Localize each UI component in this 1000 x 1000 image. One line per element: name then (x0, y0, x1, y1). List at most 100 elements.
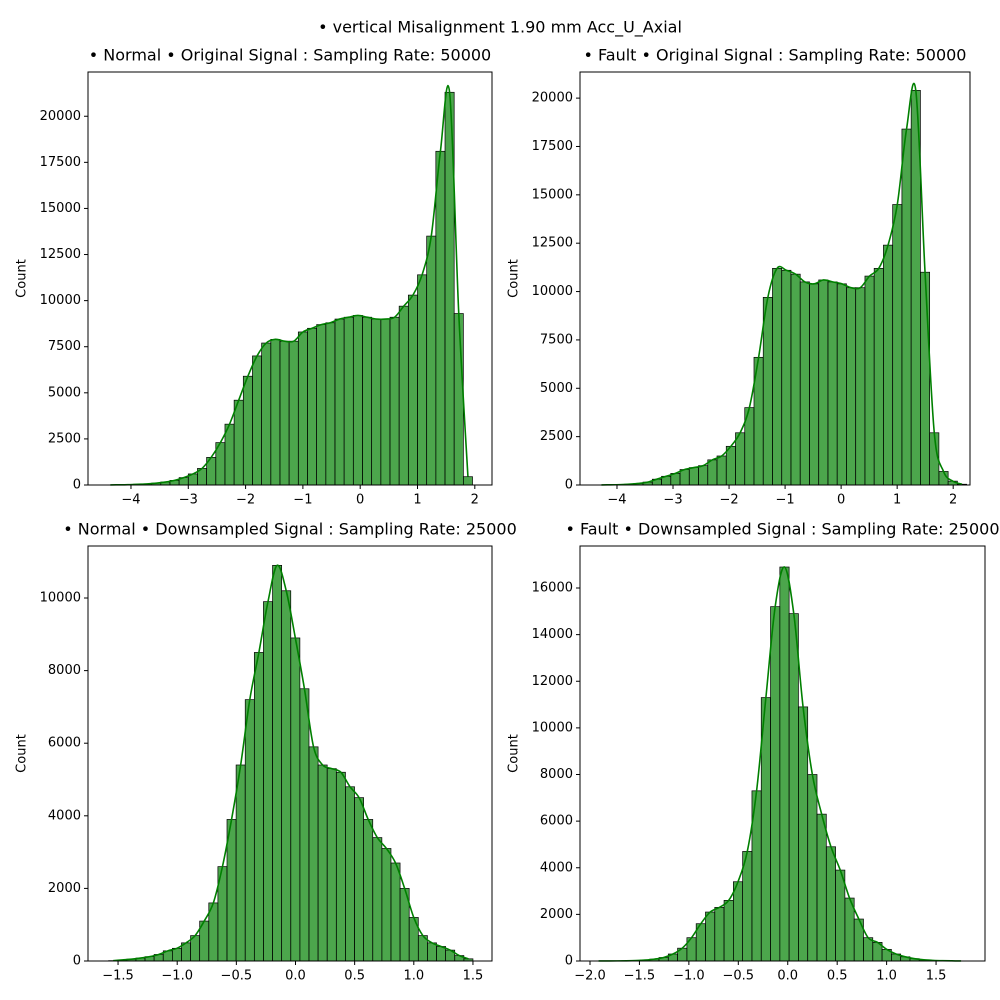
bar (772, 267, 783, 486)
bar (407, 294, 418, 486)
y-tick-label: 8000 (48, 663, 81, 678)
x-tick-label: −1.0 (673, 969, 705, 984)
kde-line (113, 564, 469, 962)
bar (770, 606, 781, 962)
bar (827, 281, 838, 486)
y-tick-label: 2000 (48, 881, 81, 896)
bar (873, 267, 884, 486)
bar (855, 287, 866, 486)
x-tick-label: −4 (121, 493, 140, 508)
bar (372, 837, 383, 962)
y-tick-label: 10000 (532, 284, 573, 299)
y-axis-label: Count (15, 259, 30, 298)
y-tick-label: 2500 (540, 429, 573, 444)
bar (825, 846, 836, 962)
subplot: • Fault • Downsampled Signal : Sampling … (507, 520, 1000, 984)
y-tick-label: 4000 (540, 860, 573, 875)
x-tick-label: 0 (356, 493, 364, 508)
x-tick-label: −0.5 (221, 969, 253, 984)
bar (781, 269, 792, 486)
y-tick-label: 17500 (532, 139, 573, 154)
x-tick-label: 1.0 (403, 969, 424, 984)
bar (235, 764, 246, 962)
bar (224, 423, 235, 486)
x-tick-label: −1.0 (161, 969, 193, 984)
bar (417, 274, 428, 486)
x-tick-label: −4 (607, 493, 626, 508)
bar (261, 342, 272, 486)
y-tick-label: 4000 (48, 808, 81, 823)
x-tick-label: −3 (179, 493, 198, 508)
y-tick-label: 5000 (540, 381, 573, 396)
bar (244, 699, 255, 962)
bar (816, 813, 827, 962)
bar (242, 375, 253, 486)
axes-frame (87, 545, 493, 962)
y-tick-label: 10000 (40, 293, 81, 308)
bar (381, 848, 392, 962)
bar (279, 340, 290, 486)
x-tick-label: −1 (776, 493, 795, 508)
bar (453, 313, 464, 486)
bar (436, 946, 446, 962)
bar (316, 324, 327, 486)
subplot: • Normal • Downsampled Signal : Sampling… (15, 520, 517, 984)
bar (462, 476, 473, 486)
y-tick-label: 20000 (532, 91, 573, 106)
y-tick-label: 10000 (40, 591, 81, 606)
bar (790, 273, 801, 486)
bar (335, 771, 346, 962)
bar (263, 601, 273, 962)
bar (252, 355, 262, 486)
bar (807, 774, 818, 962)
x-tick-label: 2 (471, 493, 479, 508)
bar (762, 297, 773, 486)
subplot-title: • Normal • Original Signal : Sampling Ra… (89, 46, 491, 65)
x-tick-label: −2 (719, 493, 738, 508)
bar (723, 900, 734, 962)
bar (334, 318, 345, 486)
bar (345, 786, 355, 962)
y-tick-label: 12000 (532, 674, 573, 689)
y-tick-label: 15000 (40, 201, 81, 216)
bar (427, 942, 437, 962)
bar (352, 315, 363, 486)
bar (835, 869, 846, 962)
x-tick-label: 1 (893, 493, 901, 508)
bar (864, 275, 875, 486)
bar (362, 316, 373, 486)
bar (307, 327, 317, 486)
bar (705, 911, 716, 962)
subplot-title: • Fault • Downsampled Signal : Sampling … (565, 520, 999, 539)
x-tick-label: −2.0 (574, 969, 606, 984)
y-tick-label: 7500 (540, 332, 573, 347)
kde-line (110, 84, 469, 486)
bar (233, 399, 244, 486)
x-tick-label: 0.5 (827, 969, 848, 984)
axes-frame (87, 71, 493, 486)
bar (698, 465, 709, 486)
bar (883, 244, 894, 486)
y-tick-label: 0 (73, 478, 81, 493)
bar (435, 150, 446, 486)
bar (716, 455, 727, 486)
bar (809, 283, 820, 486)
x-tick-label: 1 (413, 493, 421, 508)
bar (788, 613, 799, 962)
x-tick-label: 0.5 (344, 969, 365, 984)
bar (901, 128, 912, 486)
bar (725, 445, 736, 486)
bar (270, 338, 281, 486)
y-tick-label: 0 (565, 478, 573, 493)
bar (863, 937, 874, 962)
y-axis-label: Count (15, 734, 30, 773)
x-tick-label: 1.5 (926, 969, 947, 984)
y-tick-label: 6000 (540, 814, 573, 829)
bar (846, 287, 857, 486)
x-tick-label: −1 (293, 493, 312, 508)
bar (398, 305, 409, 486)
bar (836, 283, 847, 486)
x-tick-label: −3 (663, 493, 682, 508)
x-tick-label: 0.0 (777, 969, 798, 984)
y-tick-label: 8000 (540, 767, 573, 782)
